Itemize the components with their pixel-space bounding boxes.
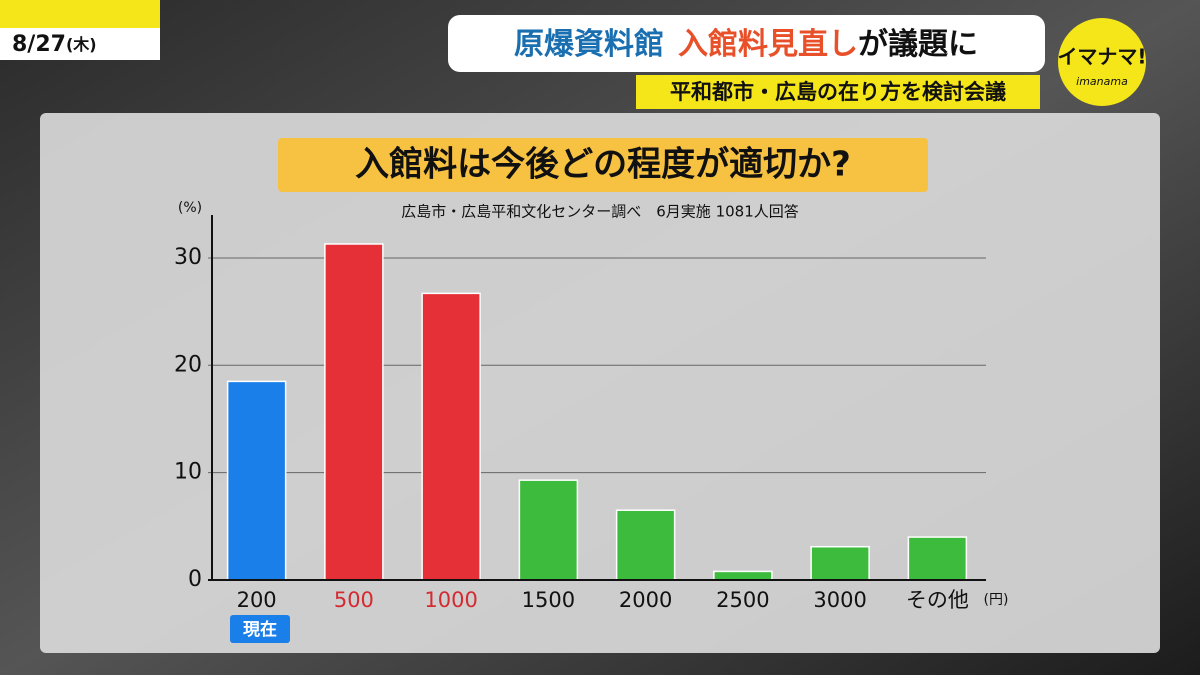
x-tick-label: 1500 bbox=[522, 588, 575, 612]
date-stripe bbox=[0, 0, 160, 30]
bar bbox=[713, 570, 773, 581]
date-text: 8/27 bbox=[12, 32, 66, 57]
headline-part: 入館料見直し bbox=[678, 27, 858, 62]
headline-part: が議題に bbox=[858, 27, 978, 62]
headline-box bbox=[448, 15, 1045, 72]
y-tick-label: 30 bbox=[174, 245, 202, 270]
logo: イマナマ! bbox=[1057, 45, 1146, 69]
y-tick-label: 20 bbox=[174, 352, 202, 377]
logo-circle bbox=[1058, 18, 1146, 106]
y-tick-label: 0 bbox=[188, 567, 202, 592]
x-tick-label: その他 bbox=[906, 588, 969, 612]
x-tick-label: 200 bbox=[237, 588, 277, 612]
y-tick-label: 10 bbox=[174, 460, 202, 485]
headline: 原爆資料館 入館料見直しが議題に bbox=[514, 27, 978, 62]
bar bbox=[421, 292, 481, 581]
x-tick-label: 3000 bbox=[813, 588, 866, 612]
y-unit: (%) bbox=[178, 200, 202, 216]
headline-part: 原爆資料館 bbox=[514, 27, 664, 62]
x-tick-label: 2000 bbox=[619, 588, 672, 612]
date-box bbox=[0, 28, 160, 60]
bar bbox=[226, 380, 287, 581]
chart-title: 入館料は今後どの程度が適切か? bbox=[355, 145, 851, 185]
chart-panel bbox=[40, 113, 1160, 653]
x-tick-label: 2500 bbox=[716, 588, 769, 612]
x-tick-label: 500 bbox=[334, 588, 374, 612]
chart-subtitle: 広島市・広島平和文化センター調べ 6月実施 1081人回答 bbox=[401, 203, 799, 221]
bar bbox=[324, 243, 384, 581]
date: 8/27(木) bbox=[12, 32, 97, 57]
subheadline: 平和都市・広島の在り方を検討会議 bbox=[670, 80, 1006, 104]
bar bbox=[907, 536, 968, 581]
logo-sub: imanama bbox=[1076, 75, 1128, 88]
x-unit: (円) bbox=[984, 592, 1009, 608]
bar bbox=[615, 509, 676, 581]
current-label: 現在 bbox=[243, 619, 277, 640]
weekday: (木) bbox=[66, 35, 97, 54]
current-badge bbox=[230, 615, 290, 643]
x-tick-label: 1000 bbox=[424, 588, 477, 612]
title-box bbox=[278, 138, 928, 192]
bar bbox=[810, 545, 870, 581]
bar bbox=[518, 479, 579, 581]
subheadline-box bbox=[636, 75, 1040, 109]
